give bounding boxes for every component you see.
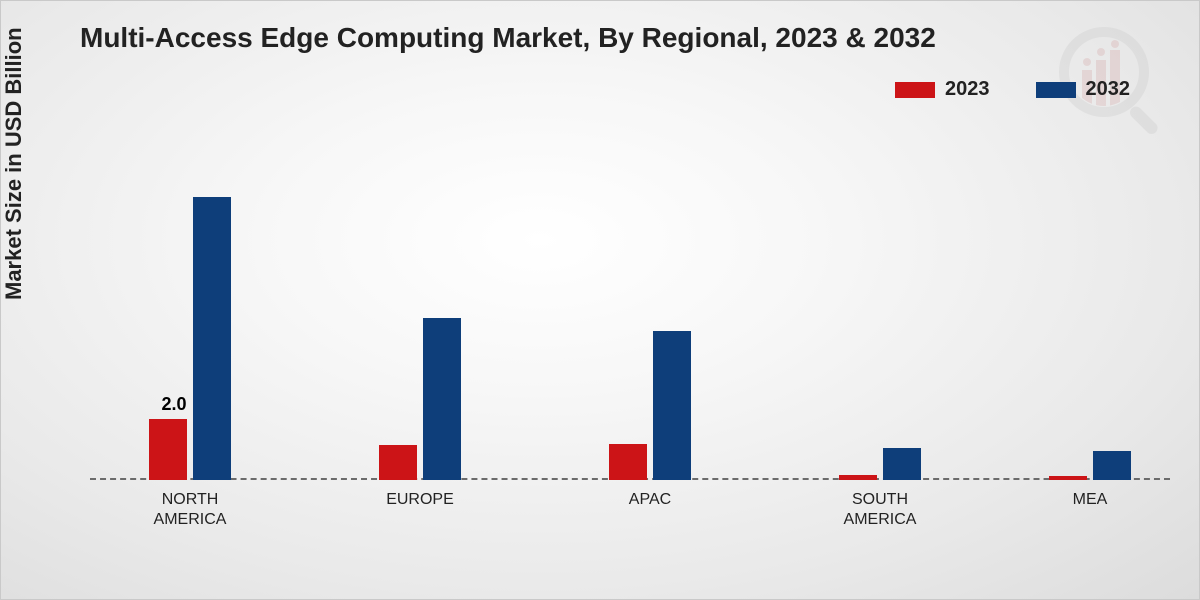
chart-title: Multi-Access Edge Computing Market, By R… [80,22,936,54]
x-tick-label: EUROPE [340,490,500,510]
bar-2032 [883,448,921,480]
x-tick-label: APAC [570,490,730,510]
x-tick-label: NORTHAMERICA [110,490,270,530]
bar-group: SOUTHAMERICA [800,448,960,480]
chart-legend: 2023 2032 [895,78,1130,101]
plot-area: 2.0NORTHAMERICA EUROPE APAC SOUTHAMERICA MEA [90,160,1170,480]
y-axis-label: Market Size in USD Billion [1,27,27,300]
bar-2032 [423,318,461,480]
bar-group: 2.0NORTHAMERICA [110,197,270,480]
legend-label-2023: 2023 [945,78,990,101]
bar-2023 [379,445,417,480]
bar-2032 [653,331,691,480]
legend-swatch-2023 [895,82,935,98]
bar-group: MEA [1010,451,1170,480]
x-tick-label: MEA [1010,490,1170,510]
legend-label-2032: 2032 [1086,78,1131,101]
bar-2023 [1049,476,1087,480]
bar-2023 [149,419,187,480]
legend-swatch-2032 [1036,82,1076,98]
x-tick-label: SOUTHAMERICA [800,490,960,530]
bar-group: APAC [570,331,730,480]
legend-item-2023: 2023 [895,78,990,101]
bar-group: EUROPE [340,318,500,480]
bar-2023 [609,444,647,480]
bar-value-label: 2.0 [144,394,204,415]
legend-item-2032: 2032 [1036,78,1131,101]
bar-2023 [839,475,877,480]
bar-2032 [193,197,231,480]
bar-2032 [1093,451,1131,480]
